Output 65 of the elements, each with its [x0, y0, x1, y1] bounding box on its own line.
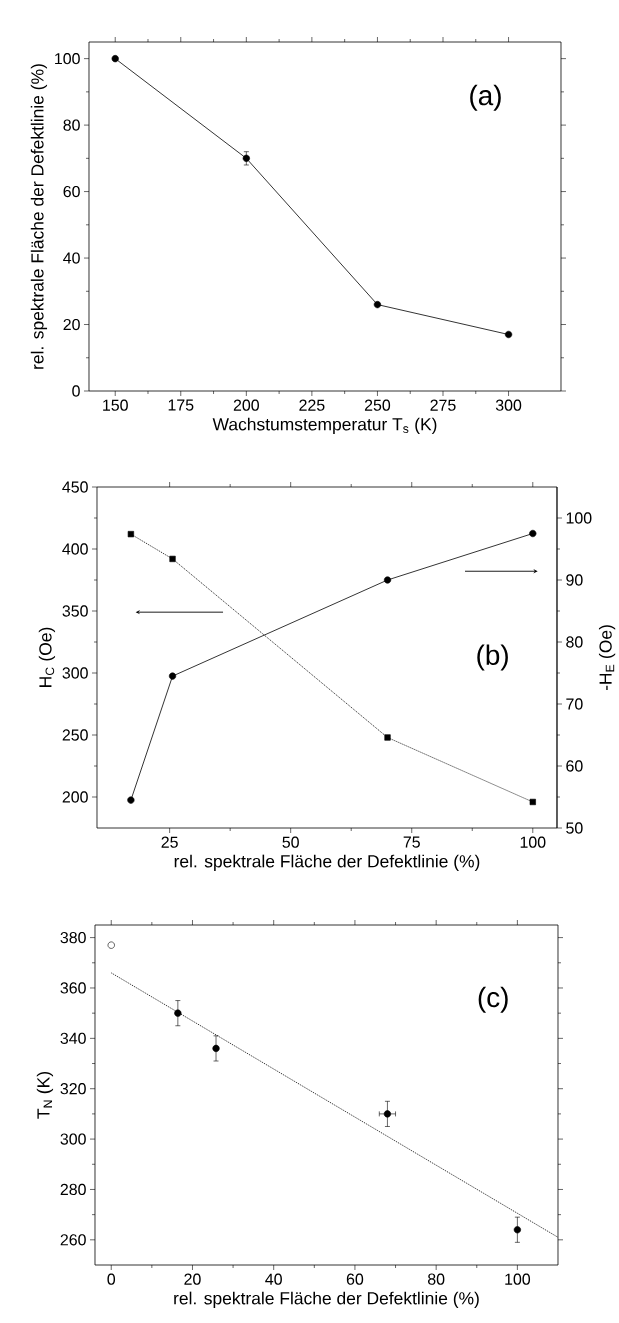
y-tick-label: 400	[62, 543, 89, 555]
y-tick-label: 260	[60, 1234, 87, 1246]
y-axis-title: T$_{N}$ (K)	[37, 1072, 54, 1119]
y-tick-label: 340	[60, 1032, 87, 1044]
point	[107, 941, 116, 949]
annotation: (c)	[478, 986, 508, 1013]
annotation: (a)	[470, 84, 502, 111]
point	[374, 300, 382, 309]
x-tick-label: 200	[234, 399, 260, 411]
x-tick-label: 175	[168, 399, 194, 411]
point	[505, 330, 513, 339]
y-tick-label: 100	[55, 52, 81, 65]
x-tick-label: 75	[403, 836, 421, 848]
point	[384, 734, 391, 741]
x-tick-label: 80	[428, 1273, 445, 1285]
x-axis-title: rel. spektrale Fläche der Defektlinie (%)	[174, 854, 480, 871]
x-axis-title: Wachstumstemperatur T$_{s}$ (K)	[212, 417, 437, 434]
y-tick-label: 300	[60, 1133, 87, 1145]
point	[127, 796, 135, 804]
y-tick-label: 0	[72, 385, 81, 397]
y2-tick-label: 60	[566, 760, 583, 772]
y-tick-label: 280	[60, 1183, 87, 1196]
y-tick-label: 200	[62, 791, 89, 803]
annotation: (b)	[477, 644, 509, 671]
point	[529, 529, 537, 538]
x-tick-label: 0	[107, 1273, 116, 1285]
point	[384, 576, 392, 584]
y-tick-label: 60	[63, 185, 81, 198]
x-tick-label: 25	[161, 836, 179, 848]
x-tick-label: 100	[505, 1273, 531, 1285]
y-axis-title: H$_{C}$ (Oe)	[39, 627, 56, 687]
point	[169, 555, 176, 563]
y-tick-label: 320	[60, 1083, 87, 1095]
y2-tick-label: 70	[566, 698, 583, 710]
y2-tick-label: 80	[566, 636, 583, 648]
y-tick-label: 450	[62, 481, 89, 493]
x-tick-label: 150	[103, 399, 129, 411]
y-axis-title: rel. spektrale Fläche der Defektlinie (%)	[31, 64, 48, 369]
y2-axis-title: -H$_{E}$ (Oe)	[599, 625, 616, 691]
x-axis-title: rel. spektrale Fläche der Defektlinie (%)	[174, 1291, 479, 1308]
y2-tick-label: 100	[566, 512, 592, 524]
y-tick-label: 40	[63, 252, 81, 264]
y2-tick-label: 50	[566, 822, 583, 834]
y-tick-label: 80	[63, 119, 81, 131]
x-tick-label: 275	[430, 399, 456, 411]
x-tick-label: 100	[520, 836, 546, 848]
point	[169, 672, 177, 680]
y-tick-label: 350	[62, 605, 89, 617]
point	[128, 531, 135, 538]
x-tick-label: 50	[282, 836, 300, 848]
x-tick-label: 60	[347, 1273, 364, 1285]
x-tick-label: 300	[496, 399, 522, 411]
point	[111, 55, 120, 63]
x-tick-label: 40	[265, 1273, 283, 1285]
y2-tick-label: 90	[566, 574, 583, 586]
point	[529, 798, 537, 806]
y-tick-label: 380	[60, 931, 87, 944]
x-tick-label: 225	[299, 399, 325, 411]
y-tick-label: 20	[63, 318, 81, 331]
y-tick-label: 300	[62, 667, 89, 679]
y-tick-label: 360	[60, 982, 87, 994]
x-tick-label: 250	[365, 399, 391, 411]
x-tick-label: 20	[184, 1273, 201, 1285]
y-tick-label: 250	[62, 729, 89, 741]
point	[384, 1110, 392, 1118]
